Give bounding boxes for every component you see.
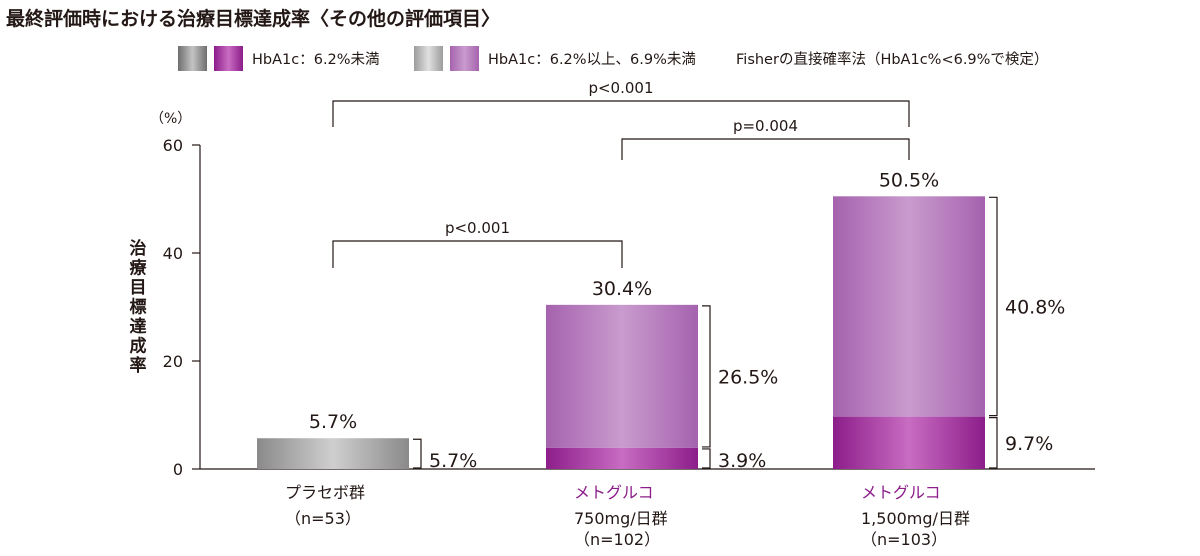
y-tick-label: 40: [163, 244, 183, 263]
p-value-label: p<0.001: [445, 219, 510, 237]
y-ticks: 0 20 40 60: [163, 136, 200, 479]
legend-swatch-gray-dark: [178, 46, 207, 71]
total-value-label: 50.5%: [879, 169, 939, 191]
y-axis-title: 治療目標達成率: [130, 238, 148, 376]
y-tick-label: 0: [173, 460, 183, 479]
segment-bracket: [702, 305, 711, 448]
comparison-brackets: p<0.001 p=0.004 p<0.001: [332, 79, 910, 268]
legend-swatch-purple-dark: [214, 46, 243, 71]
comparison-bracket: [621, 138, 910, 160]
legend-item-below-6-2: HbA1c：6.2%未満: [178, 46, 380, 71]
y-axis-title-char: 目: [130, 278, 147, 298]
bar-segment: [257, 438, 409, 469]
bars: [257, 196, 985, 469]
segment-value-label: 5.7%: [429, 450, 477, 472]
p-value-label: p=0.004: [733, 117, 798, 135]
category-name: プラセボ群: [285, 483, 365, 502]
segment-value-label: 26.5%: [718, 366, 778, 388]
page-title: 最終評価時における治療目標達成率〈その他の評価項目〉: [6, 7, 500, 30]
total-value-label: 30.4%: [592, 278, 652, 300]
segment-bracket: [702, 448, 711, 469]
category-sub-label: 1,500mg/日群: [861, 509, 970, 528]
bar-segment: [546, 447, 698, 469]
category-sub-label: （n=103）: [861, 530, 947, 549]
legend-swatch-gray-light: [414, 46, 443, 71]
y-tick-label: 60: [163, 136, 183, 155]
y-axis: 0 20 40 60 （%） 治療目標達成率: [130, 111, 1095, 479]
segment-bracket: [989, 417, 998, 469]
category-labels: プラセボ群 （n=53） メトグルコ 750mg/日群 （n=102） メトグルコ 1,50…: [285, 483, 970, 549]
segment-value-label: 40.8%: [1005, 296, 1065, 318]
bar-segment: [833, 416, 985, 469]
segment-value-label: 9.7%: [1005, 433, 1053, 455]
y-axis-title-char: 治: [130, 238, 147, 259]
category-name: メトグルコ: [861, 483, 941, 502]
segment-brackets: 5.7% 3.9% 26.5% 9.7% 40.8%: [413, 196, 1065, 472]
total-labels: 5.7% 30.4% 50.5%: [309, 169, 939, 433]
y-tick-label: 20: [163, 352, 183, 371]
y-axis-title-char: 標: [130, 297, 147, 318]
category-sub-label: 750mg/日群: [574, 509, 668, 528]
bar-segment: [833, 196, 985, 417]
p-value-label: p<0.001: [588, 79, 653, 97]
category-sub-label: （n=53）: [285, 509, 361, 528]
y-axis-title-char: 達: [130, 317, 147, 337]
category-name: メトグルコ: [574, 483, 654, 502]
bar-segment: [546, 304, 698, 448]
y-axis-title-char: 療: [130, 258, 148, 279]
legend-label: HbA1c：6.2%未満: [252, 51, 380, 68]
comparison-bracket: [332, 240, 623, 268]
legend-item-6-2-to-6-9: HbA1c：6.2%以上、6.9%未満: [414, 46, 696, 71]
legend-test-note: Fisherの直接確率法（HbA1c%<6.9%で検定）: [736, 51, 1048, 68]
segment-value-label: 3.9%: [718, 450, 766, 472]
y-axis-title-char: 成: [130, 336, 147, 357]
comparison-bracket: [332, 100, 910, 127]
category-sub-label: （n=102）: [574, 530, 660, 549]
legend: HbA1c：6.2%未満 HbA1c：6.2%以上、6.9%未満 Fisherの…: [178, 46, 1048, 71]
y-axis-unit: （%）: [150, 111, 191, 127]
segment-bracket: [989, 196, 998, 417]
total-value-label: 5.7%: [309, 411, 357, 433]
segment-bracket: [413, 438, 422, 469]
legend-label: HbA1c：6.2%以上、6.9%未満: [488, 51, 696, 68]
legend-swatch-purple-light: [450, 46, 479, 71]
y-axis-title-char: 率: [130, 355, 147, 376]
